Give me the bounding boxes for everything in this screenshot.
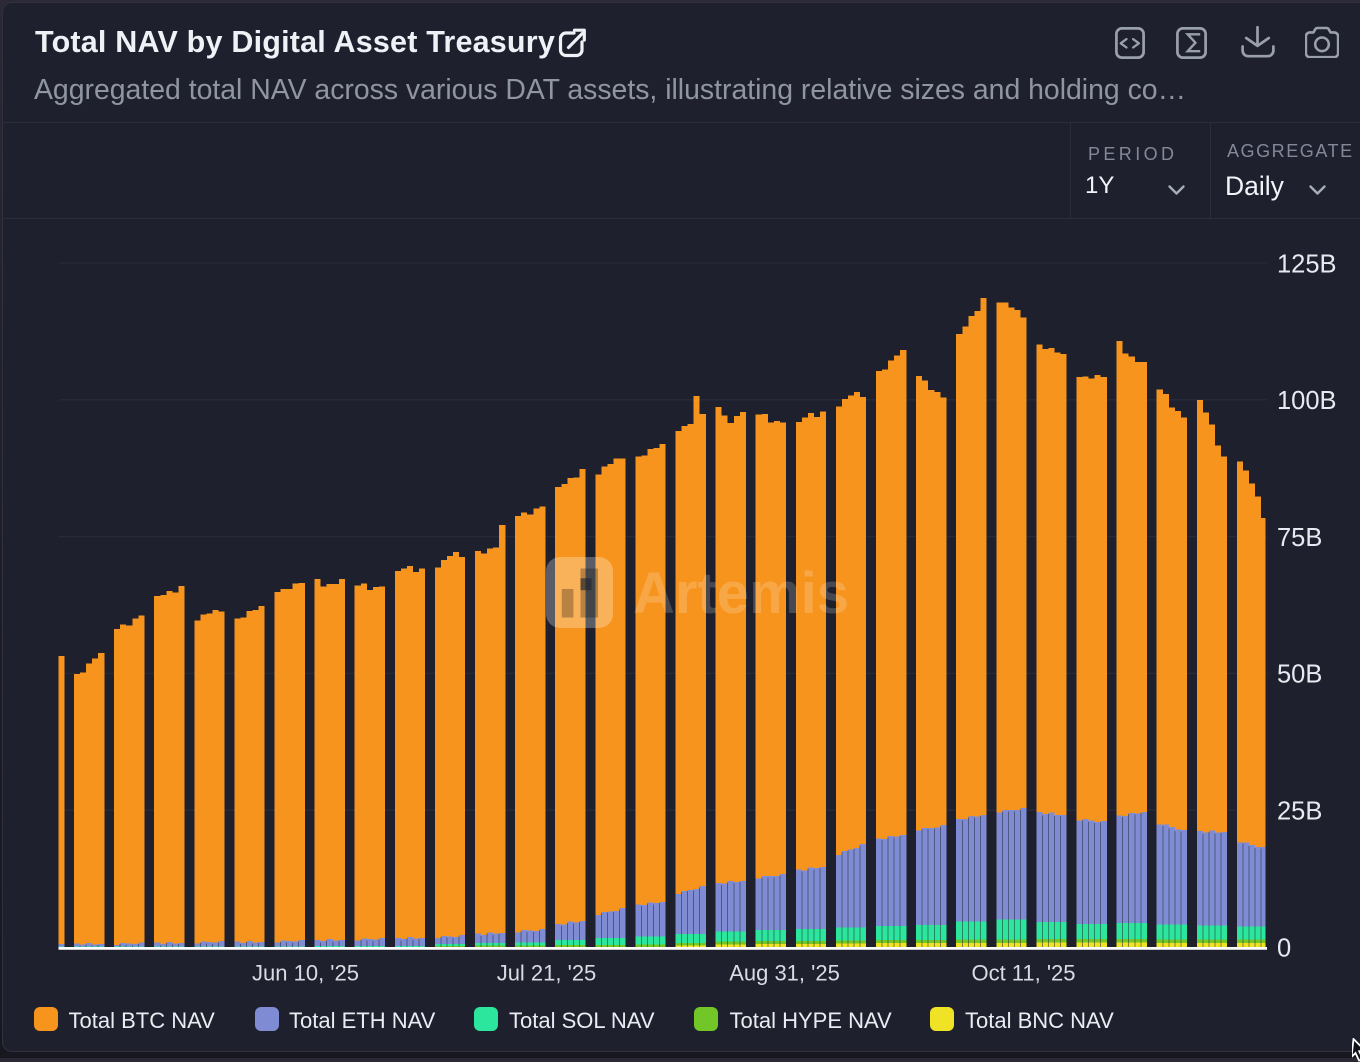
svg-text:125B: 125B	[1277, 250, 1337, 278]
svg-text:25B: 25B	[1277, 798, 1322, 826]
svg-text:Jun 10, '25: Jun 10, '25	[252, 961, 359, 986]
svg-text:75B: 75B	[1277, 524, 1322, 552]
svg-text:Artemis: Artemis	[633, 561, 849, 626]
svg-text:Aug 31, '25: Aug 31, '25	[729, 961, 840, 986]
svg-text:100B: 100B	[1277, 387, 1337, 415]
svg-text:0: 0	[1277, 934, 1291, 962]
svg-text:50B: 50B	[1277, 661, 1322, 689]
svg-text:Jul 21, '25: Jul 21, '25	[497, 961, 597, 986]
svg-text:Oct 11, '25: Oct 11, '25	[971, 961, 1075, 986]
